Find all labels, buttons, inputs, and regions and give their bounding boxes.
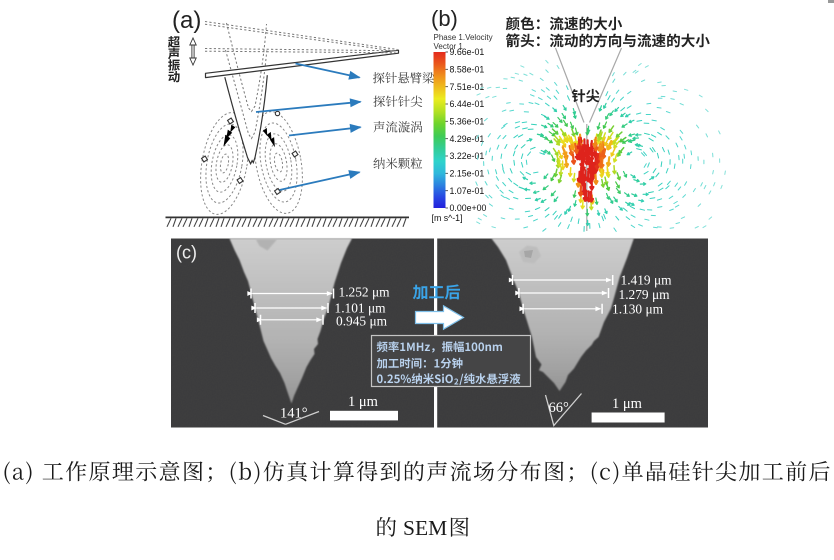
svg-text:141°: 141° bbox=[280, 406, 308, 422]
svg-text:1.130 μm: 1.130 μm bbox=[612, 302, 664, 317]
svg-text:[m s^-1]: [m s^-1] bbox=[432, 213, 463, 223]
svg-text:7.51e-01: 7.51e-01 bbox=[450, 82, 485, 92]
svg-text:(b): (b) bbox=[431, 6, 458, 31]
svg-text:0.945 μm: 0.945 μm bbox=[336, 314, 388, 329]
svg-text:1.101 μm: 1.101 μm bbox=[335, 301, 387, 316]
svg-text:0.00e+00: 0.00e+00 bbox=[450, 203, 487, 213]
svg-text:Vector 1: Vector 1 bbox=[434, 42, 464, 51]
svg-text:1.252 μm: 1.252 μm bbox=[339, 285, 391, 300]
svg-text:SEM: SEM bbox=[403, 516, 447, 540]
svg-text:1 μm: 1 μm bbox=[348, 394, 379, 410]
svg-text:(a): (a) bbox=[172, 7, 201, 34]
svg-text:3.22e-01: 3.22e-01 bbox=[450, 151, 485, 161]
svg-text:4.29e-01: 4.29e-01 bbox=[450, 134, 485, 144]
svg-text:5.36e-01: 5.36e-01 bbox=[450, 117, 485, 127]
svg-text:9.66e-01: 9.66e-01 bbox=[450, 47, 485, 57]
svg-text:2.15e-01: 2.15e-01 bbox=[450, 169, 485, 179]
svg-text:(c): (c) bbox=[176, 243, 197, 263]
svg-text:Phase 1.Velocity: Phase 1.Velocity bbox=[434, 33, 493, 42]
svg-text:1 μm: 1 μm bbox=[612, 396, 643, 412]
svg-text:8.58e-01: 8.58e-01 bbox=[450, 65, 485, 75]
svg-text:6.44e-01: 6.44e-01 bbox=[450, 99, 485, 109]
svg-text:1.07e-01: 1.07e-01 bbox=[450, 186, 485, 196]
svg-text:1.419 μm: 1.419 μm bbox=[621, 273, 673, 288]
svg-text:1.279 μm: 1.279 μm bbox=[619, 287, 671, 302]
svg-text:66°: 66° bbox=[549, 400, 570, 416]
